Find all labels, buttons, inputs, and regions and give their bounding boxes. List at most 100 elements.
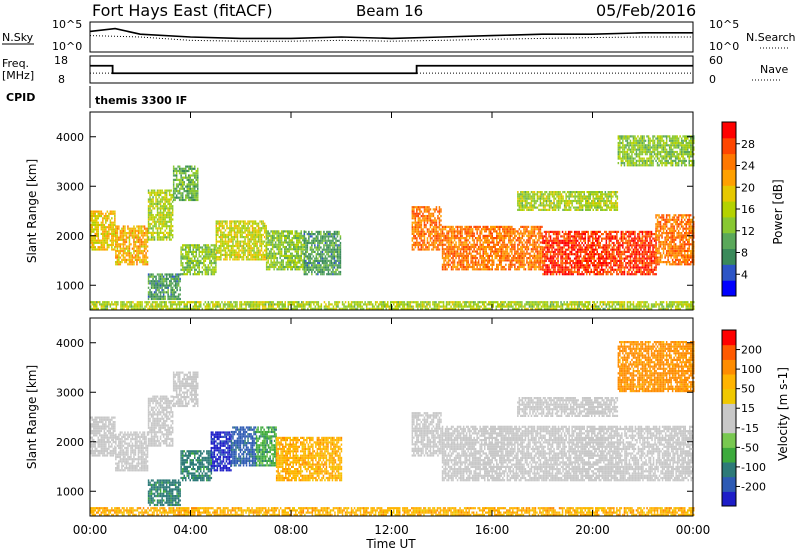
power-cell xyxy=(603,249,605,251)
power-cell xyxy=(337,260,339,262)
power-cell xyxy=(574,235,576,237)
power-cell xyxy=(269,235,271,237)
power-cell xyxy=(529,264,531,266)
power-cell xyxy=(163,221,165,223)
power-cell xyxy=(129,254,131,256)
power-cell xyxy=(148,205,150,207)
power-cell xyxy=(261,247,263,249)
power-cell xyxy=(234,245,236,247)
power-cell xyxy=(209,253,211,255)
power-cell xyxy=(130,228,132,230)
power-cell xyxy=(437,231,439,233)
power-cell xyxy=(609,242,611,244)
power-cell xyxy=(170,216,172,218)
power-cell xyxy=(185,194,187,196)
power-cell xyxy=(610,235,612,237)
power-cell xyxy=(148,298,150,300)
power-cell xyxy=(322,249,324,251)
power-cell xyxy=(173,197,175,199)
power-cell xyxy=(161,289,163,291)
power-cell xyxy=(581,251,583,253)
power-cell xyxy=(502,228,504,230)
power-cell xyxy=(104,248,106,250)
power-cell xyxy=(504,259,506,261)
power-cell xyxy=(173,293,175,295)
power-cell xyxy=(466,255,468,257)
power-cell xyxy=(250,245,252,247)
power-cell xyxy=(185,186,187,188)
power-cell xyxy=(499,248,501,250)
power-cell xyxy=(244,227,246,229)
power-cell xyxy=(209,246,211,248)
power-cell xyxy=(507,246,509,248)
power-cell xyxy=(166,225,168,227)
power-cell xyxy=(92,246,94,248)
power-cell xyxy=(283,241,285,243)
power-cell xyxy=(293,237,295,239)
power-cell xyxy=(428,242,430,244)
power-cell xyxy=(105,240,107,242)
power-cell xyxy=(528,235,530,237)
power-cell xyxy=(317,238,319,240)
power-cell xyxy=(172,296,174,298)
power-cell xyxy=(193,255,195,257)
power-cell xyxy=(507,250,509,252)
power-cell xyxy=(583,266,585,268)
power-cell xyxy=(169,192,171,194)
power-cell xyxy=(412,206,414,208)
power-cell xyxy=(574,246,576,248)
power-cell xyxy=(108,235,110,237)
power-cell xyxy=(185,172,187,174)
power-cell xyxy=(182,194,184,196)
power-cell xyxy=(166,214,168,216)
power-cell xyxy=(133,261,135,263)
power-cell xyxy=(452,237,454,239)
power-cell xyxy=(270,248,272,250)
power-cell xyxy=(120,263,122,265)
power-cell xyxy=(170,282,172,284)
power-cell xyxy=(193,262,195,264)
power-cell xyxy=(290,266,292,268)
power-cell xyxy=(275,266,277,268)
power-cell xyxy=(519,264,521,266)
power-cell xyxy=(197,197,199,199)
power-cell xyxy=(597,253,599,255)
power-cell xyxy=(313,242,315,244)
power-cell xyxy=(190,192,192,194)
power-cell xyxy=(302,259,304,261)
power-cell xyxy=(118,252,120,254)
power-cell xyxy=(562,264,564,266)
power-cell xyxy=(458,268,460,270)
power-cell xyxy=(470,235,472,237)
power-cell xyxy=(243,247,245,249)
power-cell xyxy=(185,177,187,179)
power-cell xyxy=(313,249,315,251)
power-cell xyxy=(313,251,315,253)
power-cell xyxy=(610,240,612,242)
power-cell xyxy=(223,220,225,222)
power-cell xyxy=(196,197,198,199)
power-cell xyxy=(625,242,627,244)
power-cell xyxy=(144,254,146,256)
power-cell xyxy=(214,251,216,253)
power-cell xyxy=(511,266,512,268)
power-cell xyxy=(340,264,342,266)
power-cell xyxy=(523,233,525,235)
power-cell xyxy=(117,261,119,263)
power-cell xyxy=(105,233,107,235)
power-cell xyxy=(589,235,591,237)
power-cell xyxy=(132,234,134,236)
power-cell xyxy=(535,266,537,268)
power-cell xyxy=(113,235,115,237)
power-cell xyxy=(537,257,539,259)
power-cell xyxy=(208,255,210,257)
power-cell xyxy=(261,254,263,256)
power-cell xyxy=(173,168,175,170)
power-cell xyxy=(163,225,165,227)
power-cell xyxy=(176,278,178,280)
power-cell xyxy=(166,287,168,289)
power-cell xyxy=(489,239,491,241)
power-cell xyxy=(504,253,506,255)
power-cell xyxy=(618,240,620,242)
power-cell xyxy=(141,250,143,252)
